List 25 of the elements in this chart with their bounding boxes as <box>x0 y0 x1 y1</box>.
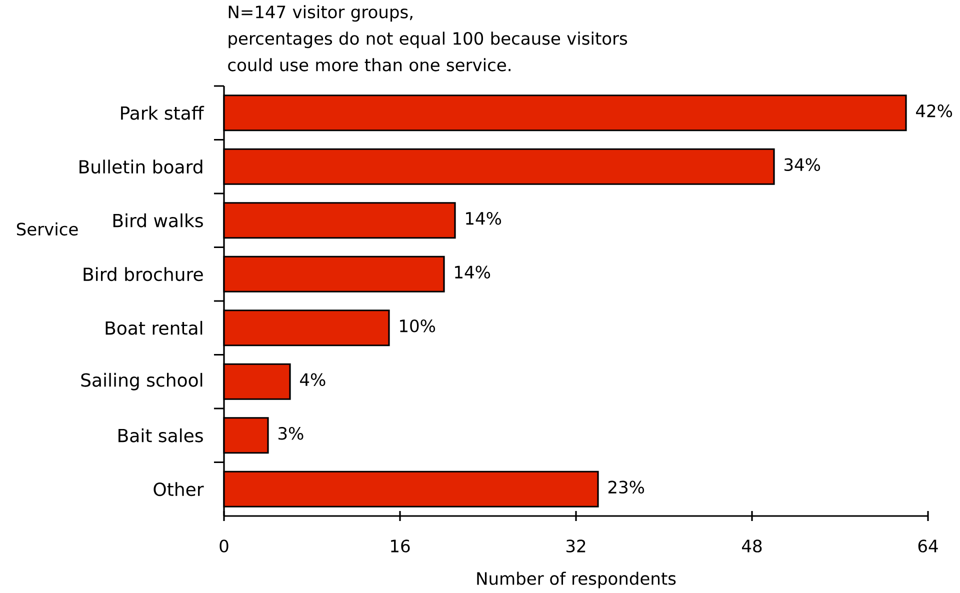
annotation: 3% <box>278 426 304 440</box>
y-tick-label: Boat rental <box>106 320 202 335</box>
x-tick-label: 48 <box>742 540 762 552</box>
annotation: 34% <box>784 158 820 172</box>
y-tick-label: Bird brochure <box>84 267 203 282</box>
y-axis-title: Service <box>16 222 78 236</box>
x-tick-label: 16 <box>391 540 410 552</box>
y-tick-label: Bait sales <box>118 428 203 442</box>
y-tick-label: Other <box>154 482 204 496</box>
y-tick-label: Park staff <box>121 106 204 120</box>
annotation: 14% <box>466 212 502 225</box>
annotation: 10% <box>400 319 436 332</box>
annotation: 4% <box>300 373 326 386</box>
x-tick-label: 0 <box>220 540 228 552</box>
y-tick-label: Bird walks <box>113 213 203 228</box>
annotation: 14% <box>455 266 490 279</box>
x-tick-label: 64 <box>918 540 938 552</box>
annotation: 23% <box>608 480 644 494</box>
y-tick-label: Bulletin board <box>80 160 202 174</box>
annotation: 42% <box>916 104 952 118</box>
text: N=147 visitor groups, <box>228 5 412 22</box>
y-tick-label: Sailing school <box>81 372 202 390</box>
text: percentages do not equal 100 because visitors could use more than one service. <box>228 32 628 72</box>
x-tick-label: 32 <box>566 540 586 552</box>
x-axis-title: Number of respondents <box>477 572 676 588</box>
